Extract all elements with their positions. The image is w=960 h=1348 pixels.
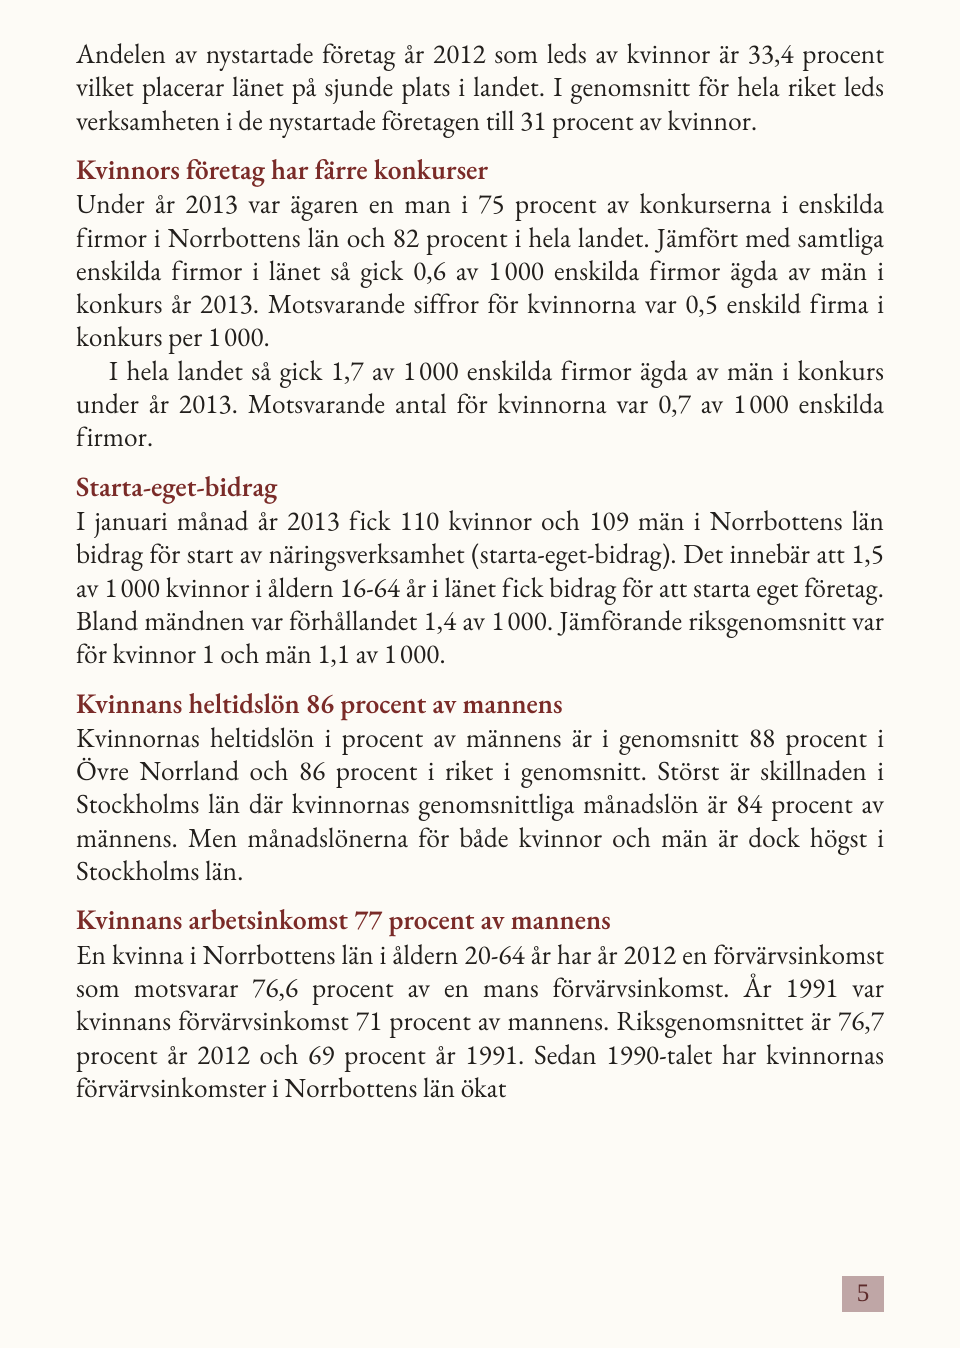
- intro-paragraph: Andelen av nystartade företag år 2012 so…: [76, 38, 884, 138]
- heading-arbetsinkomst: Kvinnans arbetsinkomst 77 procent av man…: [76, 903, 884, 937]
- paragraph-arbetsinkomst: En kvinna i Norrbottens län i åldern 20-…: [76, 939, 884, 1105]
- paragraph-konkurser-2: I hela landet så gick 1,7 av 1 000 enski…: [76, 355, 884, 455]
- document-page: Andelen av nystartade företag år 2012 so…: [0, 0, 960, 1348]
- heading-heltidslon: Kvinnans heltidslön 86 procent av mannen…: [76, 687, 884, 721]
- paragraph-konkurser-1: Under år 2013 var ägaren en man i 75 pro…: [76, 188, 884, 354]
- paragraph-starta-eget: I januari månad år 2013 fick 110 kvinnor…: [76, 505, 884, 671]
- heading-konkurser: Kvinnors företag har färre konkurser: [76, 153, 884, 187]
- page-number-badge: 5: [842, 1276, 884, 1312]
- page-number: 5: [857, 1280, 870, 1308]
- heading-starta-eget: Starta-eget-bidrag: [76, 470, 884, 504]
- paragraph-heltidslon: Kvinnornas heltidslön i procent av männe…: [76, 722, 884, 888]
